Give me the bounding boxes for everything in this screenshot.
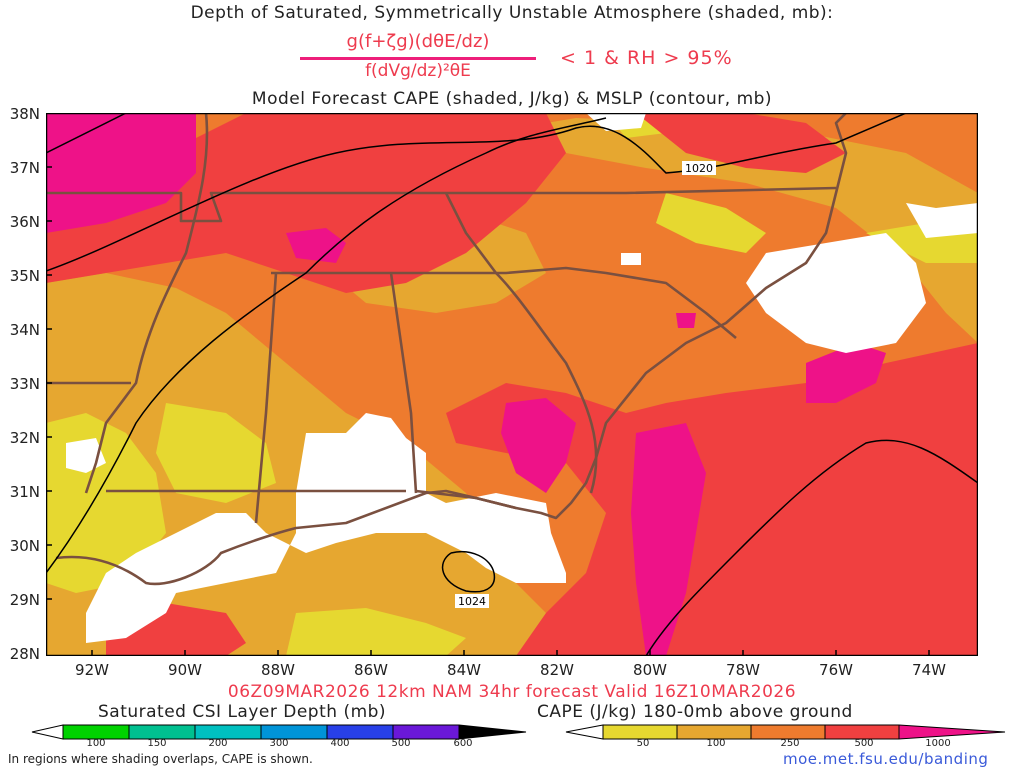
lon-label: 74W xyxy=(912,661,946,679)
cape-field-none xyxy=(746,233,926,353)
border-state xyxy=(415,489,517,510)
cape-field-500 xyxy=(636,113,846,173)
lon-label: 92W xyxy=(75,661,109,679)
lon-label: 76W xyxy=(819,661,853,679)
cape-colorbar-segment xyxy=(676,724,752,740)
title-line-3: Model Forecast CAPE (shaded, J/kg) & MSL… xyxy=(251,89,773,109)
cape-field-1000 xyxy=(46,113,196,233)
border-coastline xyxy=(55,113,848,586)
csi-colorbar-low-arrow xyxy=(31,724,64,740)
border-state xyxy=(46,186,837,223)
source-url: moe.met.fsu.edu/banding xyxy=(783,750,989,768)
cape-field-1000 xyxy=(286,228,346,263)
lon-label: 86W xyxy=(354,661,388,679)
cape-field-none xyxy=(906,203,978,238)
csi-colorbar-segment xyxy=(260,724,328,740)
lat-label: 37N xyxy=(9,159,40,177)
cape-field-500 xyxy=(446,343,978,656)
isobar-southeast xyxy=(645,439,978,656)
border-state xyxy=(271,266,737,339)
csi-colorbar-segment xyxy=(194,724,262,740)
isobar-1024 xyxy=(441,551,496,593)
cape-field-none xyxy=(586,113,646,131)
cape-field-1000 xyxy=(501,398,576,493)
lon-label: 88W xyxy=(261,661,295,679)
formula-fraction-bar xyxy=(300,57,536,60)
cape-tick: 1000 xyxy=(925,738,951,749)
lat-label: 28N xyxy=(9,645,40,663)
lon-label: 82W xyxy=(540,661,574,679)
cape-tick: 500 xyxy=(854,738,874,749)
csi-colorbar-segment xyxy=(326,724,394,740)
lon-label: 80W xyxy=(633,661,667,679)
csi-tick: 300 xyxy=(269,738,289,749)
lat-label: 33N xyxy=(9,375,40,393)
csi-colorbar-segment xyxy=(62,724,130,740)
overlap-note: In regions where shading overlaps, CAPE … xyxy=(8,752,313,766)
lat-label: 30N xyxy=(9,537,40,555)
cape-colorbar-segment xyxy=(602,724,678,740)
cape-field-1000 xyxy=(806,343,886,403)
cape-colorbar-segment xyxy=(750,724,826,740)
cape-colorbar xyxy=(565,724,1006,740)
cape-tick: 250 xyxy=(780,738,800,749)
csi-colorbar-label: Saturated CSI Layer Depth (mb) xyxy=(98,702,387,722)
cape-colorbar-segment xyxy=(824,724,900,740)
cape-tick: 100 xyxy=(706,738,726,749)
lon-label: 84W xyxy=(447,661,481,679)
cape-field-1000 xyxy=(676,313,696,328)
valid-time-line: 06Z09MAR2026 12km NAM 34hr forecast Vali… xyxy=(227,682,797,702)
cape-colorbar-low-arrow xyxy=(565,724,604,740)
csi-tick: 200 xyxy=(208,738,228,749)
csi-colorbar-segment xyxy=(392,724,460,740)
isobar-label-1020: 1020 xyxy=(685,162,713,175)
border-state xyxy=(389,272,418,494)
border-state xyxy=(254,272,278,524)
lat-label: 32N xyxy=(9,429,40,447)
isobar-west xyxy=(46,117,607,574)
cape-field-none xyxy=(86,413,566,643)
cape-colorbar-label: CAPE (J/kg) 180-0mb above ground xyxy=(537,702,853,722)
cape-field-50 xyxy=(656,193,766,253)
lat-label: 31N xyxy=(9,483,40,501)
border-state xyxy=(84,113,209,494)
cape-field-50 xyxy=(286,608,466,656)
isobar-1020 xyxy=(46,113,127,154)
formula-condition: < 1 & RH > 95% xyxy=(560,47,733,69)
isobar-1020 xyxy=(46,113,907,272)
csi-tick: 150 xyxy=(147,738,167,749)
lon-label: 90W xyxy=(168,661,202,679)
map-frame xyxy=(46,113,978,656)
csi-tick: 600 xyxy=(453,738,473,749)
lat-label: 29N xyxy=(9,591,40,609)
border-state xyxy=(495,272,598,494)
cape-field-50 xyxy=(156,403,276,503)
csi-colorbar-segment xyxy=(128,724,196,740)
formula-denominator: f(dVg/dz)²θE xyxy=(365,61,471,81)
cape-field-100 xyxy=(486,118,978,343)
lat-label: 34N xyxy=(9,321,40,339)
title-line-1: Depth of Saturated, Symmetrically Unstab… xyxy=(190,3,834,23)
csi-tick: 500 xyxy=(391,738,411,749)
border-state xyxy=(444,192,498,274)
csi-colorbar xyxy=(31,724,527,740)
colorbars xyxy=(31,724,1006,740)
lat-label: 35N xyxy=(9,267,40,285)
isobar-label-1024: 1024 xyxy=(458,595,486,608)
cape-colorbar-high-arrow xyxy=(898,724,1006,740)
csi-tick: 400 xyxy=(330,738,350,749)
forecast-map: 1020 1024 xyxy=(46,113,978,656)
formula-numerator: g(f+ζg)(dθE/dz) xyxy=(346,31,490,52)
lat-label: 36N xyxy=(9,213,40,231)
cape-tick: 50 xyxy=(636,738,650,749)
csi-tick: 100 xyxy=(86,738,106,749)
cape-field-none xyxy=(621,253,641,265)
lat-label: 38N xyxy=(9,105,40,123)
csi-colorbar-high-arrow xyxy=(458,724,527,740)
cape-field-1000 xyxy=(631,423,706,656)
lon-label: 78W xyxy=(726,661,760,679)
